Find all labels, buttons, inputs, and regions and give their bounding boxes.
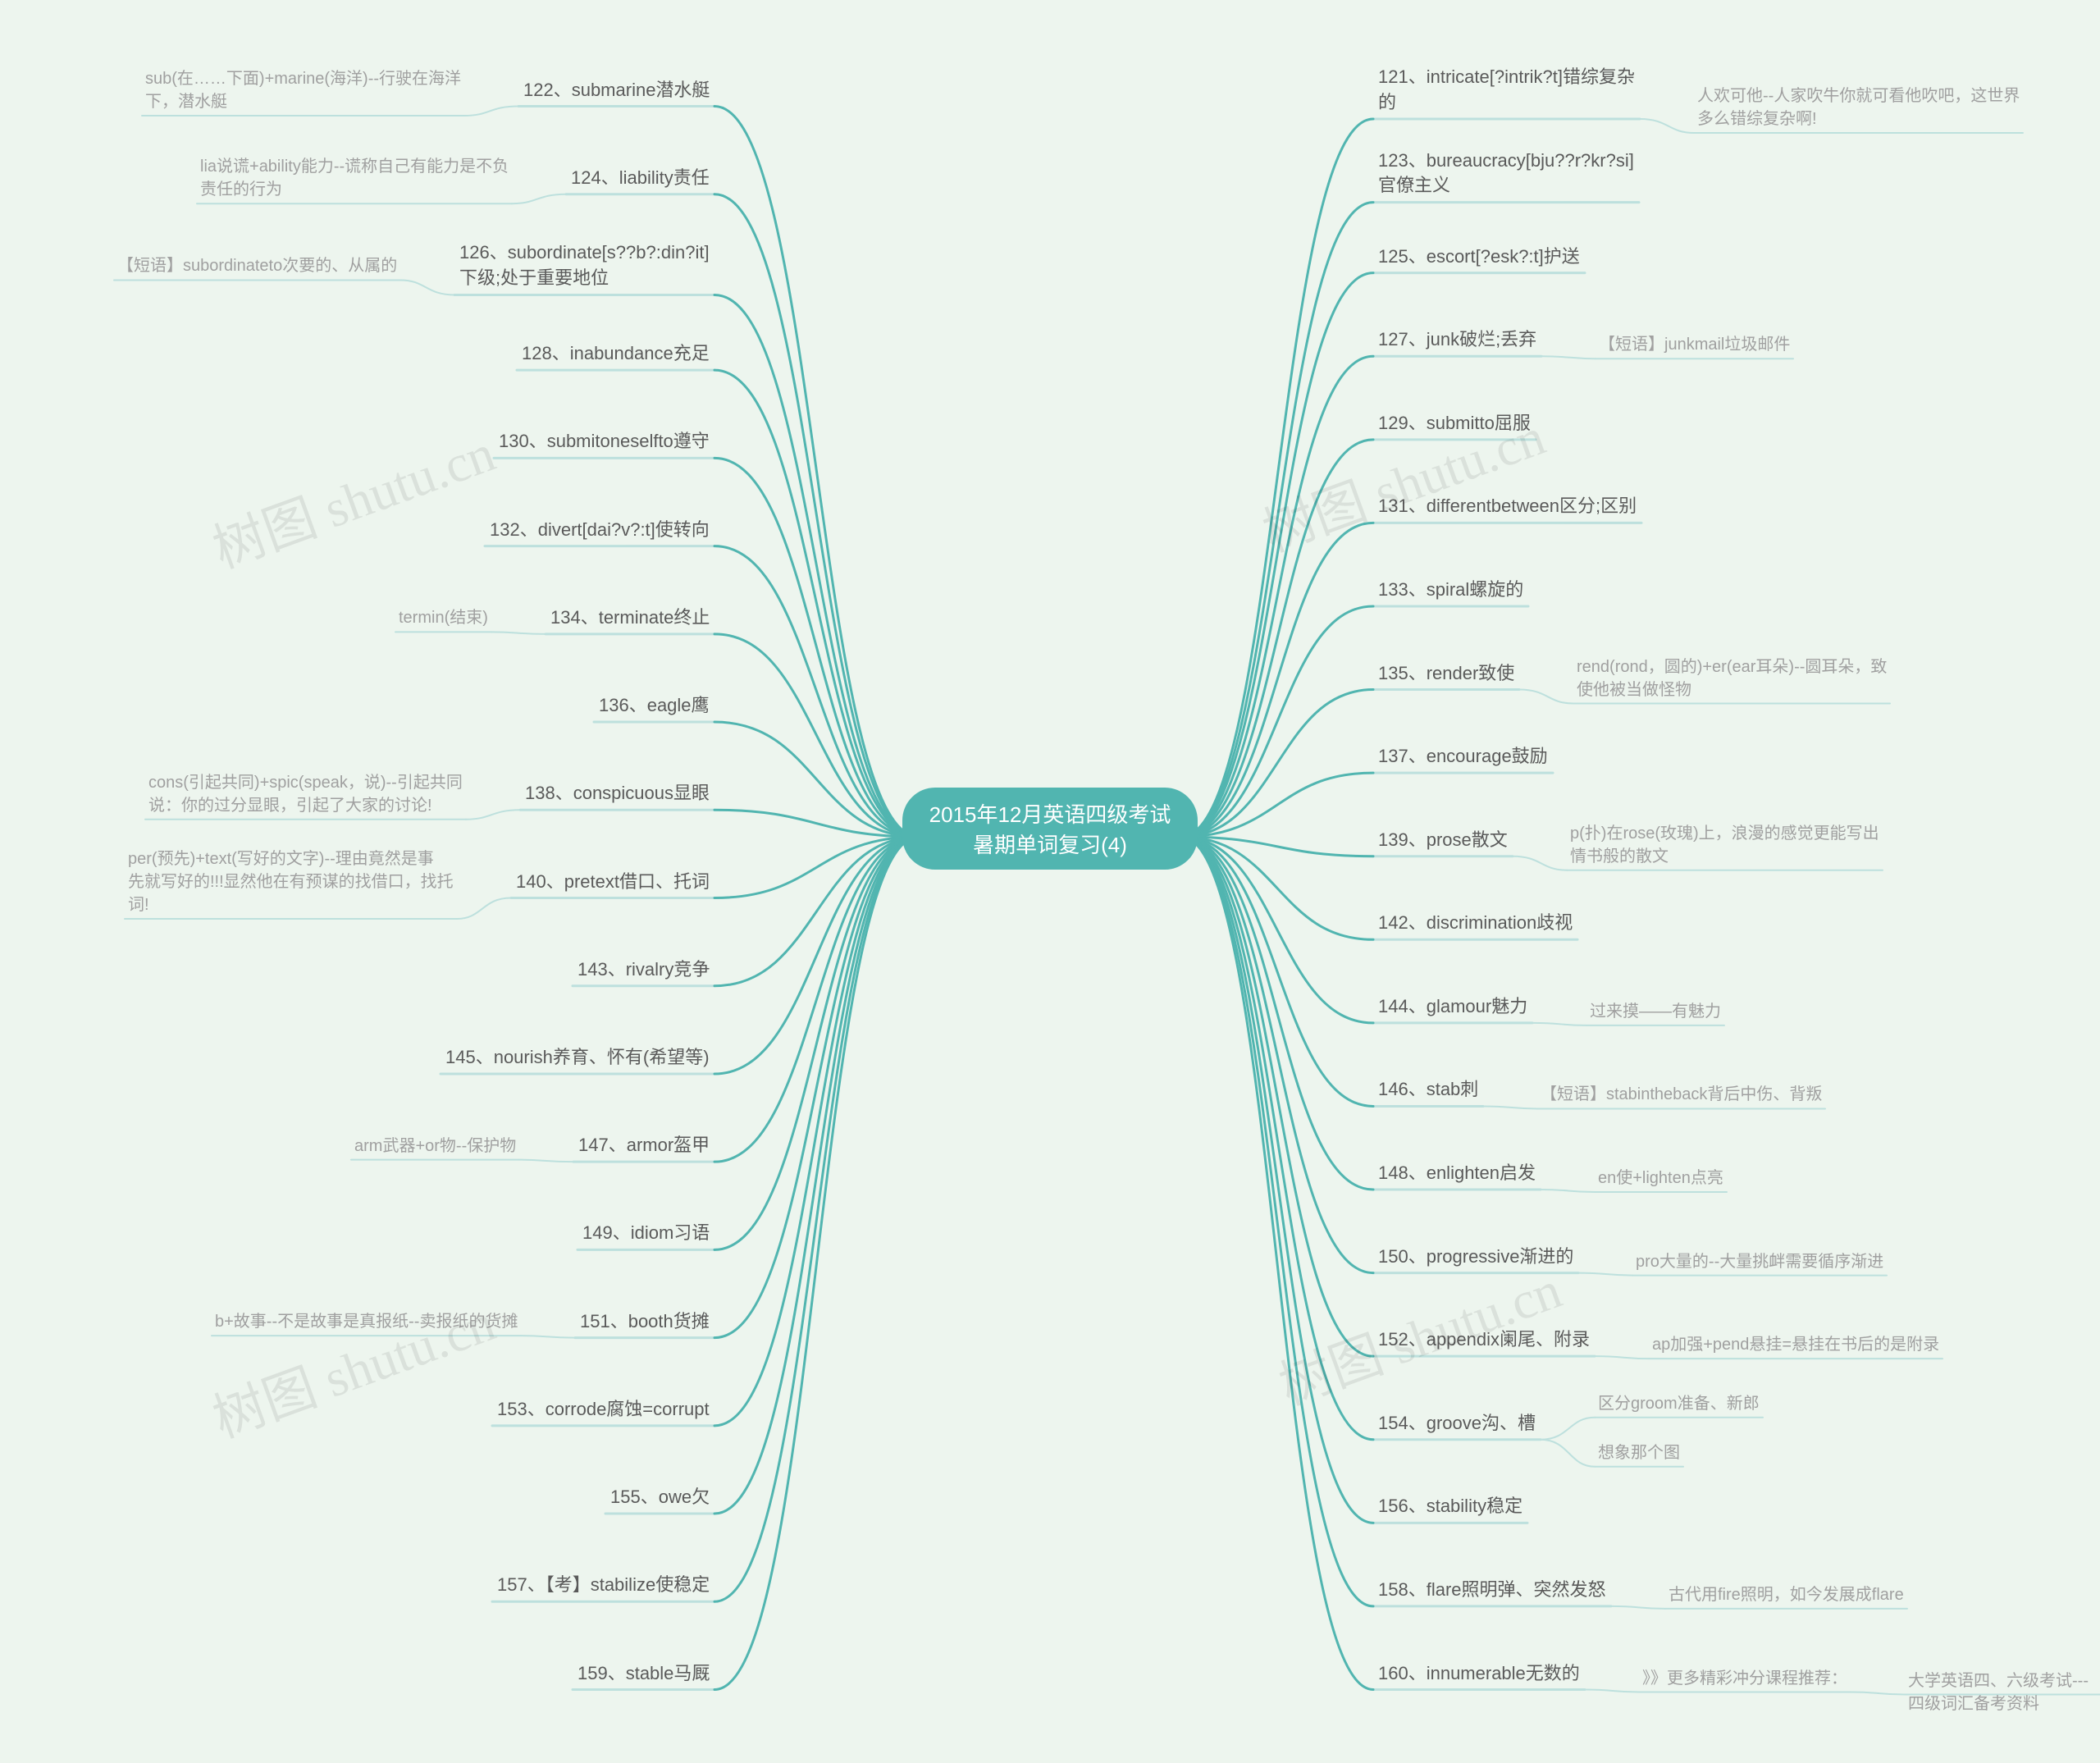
- right-branch-16: 154、groove沟、槽: [1378, 1411, 1536, 1436]
- right-branch-3-d0-sub-0: 【短语】junkmail垃圾邮件: [1599, 333, 1790, 356]
- left-branch-4: 130、submitoneselfto遵守: [499, 429, 710, 454]
- right-branch-16-d0-sub-1: 想象那个图: [1598, 1441, 1680, 1464]
- left-branch-1-sub-0: lia说谎+ability能力--谎称自己有能力是不负 责任的行为: [200, 155, 509, 201]
- left-branch-6-sub-0: termin(结束): [399, 606, 488, 629]
- left-branch-1: 124、liability责任: [571, 166, 710, 191]
- left-branch-10: 143、rivalry竞争: [578, 957, 710, 983]
- right-branch-15-d0-sub-0: ap加强+pend悬挂=悬挂在书后的是附录: [1652, 1333, 1939, 1356]
- right-branch-18-d0-sub-0: 古代用fire照明，如今发展成flare: [1669, 1583, 1904, 1606]
- left-branch-9-sub-0: per(预先)+text(写好的文字)--理由竟然是事 先就写好的!!!显然他在…: [128, 847, 454, 916]
- right-branch-19-d1-sub-0: 大学英语四、六级考试---四级词汇备考资料: [1908, 1669, 2100, 1715]
- left-branch-8: 138、conspicuous显眼: [525, 781, 710, 806]
- left-branch-18: 159、stable马厩: [578, 1661, 710, 1687]
- right-branch-17: 156、stability稳定: [1378, 1494, 1522, 1519]
- right-branch-0-d0-sub-0: 人欢可他--人家吹牛你就可看他吹吧，这世界 多么错综复杂啊!: [1697, 84, 2020, 130]
- left-branch-6: 134、terminate终止: [550, 605, 710, 631]
- right-branch-15: 152、appendix阑尾、附录: [1378, 1327, 1590, 1353]
- right-branch-16-d0-sub-0: 区分groom准备、新郎: [1598, 1392, 1760, 1415]
- right-branch-13-d0-sub-0: en使+lighten点亮: [1598, 1167, 1723, 1190]
- right-branch-9-d0-sub-0: p(扑)在rose(玫瑰)上，浪漫的感觉更能写出 情书般的散文: [1570, 822, 1879, 868]
- right-branch-2: 125、escort[?esk?:t]护送: [1378, 244, 1580, 270]
- center-title: 2015年12月英语四级考试 暑期单词复习(4): [929, 798, 1171, 859]
- right-branch-7-d0-sub-0: rend(rond，圆的)+er(ear耳朵)--圆耳朵，致 使他被当做怪物: [1577, 655, 1887, 701]
- right-branch-1: 123、bureaucracy[bju??r?kr?si] 官僚主义: [1378, 148, 1634, 199]
- left-branch-13: 149、idiom习语: [582, 1221, 710, 1246]
- left-branch-5: 132、divert[dai?v?:t]使转向: [490, 518, 710, 543]
- left-branch-7: 136、eagle鹰: [599, 693, 710, 719]
- right-branch-8: 137、encourage鼓励: [1378, 744, 1548, 770]
- right-branch-18: 158、flare照明弹、突然发怒: [1378, 1578, 1606, 1603]
- right-branch-4: 129、submitto屈服: [1378, 411, 1531, 436]
- left-branch-17: 157、【考】stabilize使稳定: [497, 1573, 710, 1598]
- left-branch-9: 140、pretext借口、托词: [516, 870, 710, 895]
- left-branch-15: 153、corrode腐蚀=corrupt: [497, 1397, 710, 1423]
- left-branch-3: 128、inabundance充足: [522, 341, 710, 367]
- left-branch-14-sub-0: b+故事--不是故事是真报纸--卖报纸的货摊: [215, 1310, 518, 1333]
- right-branch-11: 144、glamour魅力: [1378, 994, 1527, 1020]
- right-branch-13: 148、enlighten启发: [1378, 1161, 1536, 1186]
- left-branch-14: 151、booth货摊: [580, 1309, 710, 1335]
- right-branch-9: 139、prose散文: [1378, 828, 1508, 853]
- right-branch-3: 127、junk破烂;丢弃: [1378, 327, 1536, 353]
- right-branch-6: 133、spiral螺旋的: [1378, 578, 1523, 603]
- mindmap-center: 2015年12月英语四级考试 暑期单词复习(4): [902, 788, 1198, 870]
- left-branch-0-sub-0: sub(在……下面)+marine(海洋)--行驶在海洋 下，潜水艇: [145, 67, 461, 113]
- left-branch-2: 126、subordinate[s??b?:din?it] 下级;处于重要地位: [459, 240, 710, 291]
- right-branch-5: 131、differentbetween区分;区别: [1378, 494, 1637, 519]
- right-branch-12-d0-sub-0: 【短语】stabintheback背后中伤、背叛: [1541, 1083, 1822, 1106]
- left-branch-12-sub-0: arm武器+or物--保护物: [354, 1135, 516, 1158]
- left-branch-8-sub-0: cons(引起共同)+spic(speak，说)--引起共同 说：你的过分显眼，…: [148, 771, 463, 817]
- right-branch-11-d0-sub-0: 过来摸——有魅力: [1590, 1000, 1721, 1023]
- right-branch-14-d0-sub-0: pro大量的--大量挑衅需要循序渐进: [1636, 1250, 1883, 1273]
- right-branch-19-d0-sub-0: 》》更多精彩冲分课程推荐：: [1642, 1667, 1847, 1690]
- left-branch-12: 147、armor盔甲: [578, 1133, 710, 1158]
- right-branch-7: 135、render致使: [1378, 661, 1514, 687]
- left-branch-11: 145、nourish养育、怀有(希望等): [445, 1045, 710, 1071]
- right-branch-14: 150、progressive渐进的: [1378, 1245, 1573, 1270]
- left-branch-0: 122、submarine潜水艇: [523, 78, 710, 103]
- right-branch-0: 121、intricate[?intrik?t]错综复杂 的: [1378, 65, 1635, 116]
- left-branch-16: 155、owe欠: [610, 1485, 710, 1510]
- left-branch-2-sub-0: 【短语】subordinateto次要的、从属的: [117, 254, 397, 277]
- right-branch-10: 142、discrimination歧视: [1378, 911, 1573, 936]
- right-branch-12: 146、stab刺: [1378, 1077, 1478, 1103]
- right-branch-19: 160、innumerable无数的: [1378, 1661, 1580, 1687]
